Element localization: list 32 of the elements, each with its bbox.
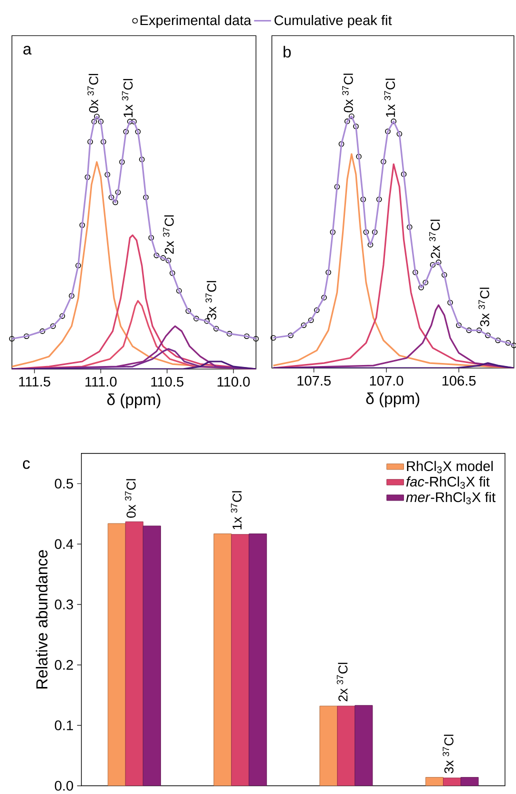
y-tick-label: 0.1 <box>54 720 73 730</box>
y-tick-label: 0.0 <box>54 780 73 791</box>
chart-title: c <box>22 460 30 469</box>
annotation: 0x $^{37}$Cl <box>342 74 353 112</box>
annotation: 0x $^{37}$Cl <box>87 74 98 113</box>
chart-title: a <box>23 46 32 55</box>
chart-title: b <box>283 46 291 58</box>
annotation: 3x $^{37}$Cl <box>478 288 490 326</box>
y-axis-title: Relative abundance <box>36 550 48 688</box>
legend-label: RhCl$_{3}$X model <box>406 460 493 474</box>
y-tick-label: 0.3 <box>54 600 73 610</box>
annotation: 1x $^{37}$Cl <box>384 78 395 117</box>
x-tick-label: 107.0 <box>370 376 404 386</box>
x-tick-label: 107.5 <box>297 376 331 386</box>
legend-label: Cumulative peak fit <box>274 14 392 28</box>
x-tick-label: 106.5 <box>442 376 476 386</box>
y-tick-label: 0.5 <box>54 478 73 489</box>
x-tick-label: 111.0 <box>85 376 116 387</box>
legend-label: mer-RhCl$_{3}$X fit <box>406 492 496 504</box>
y-tick-label: 0.2 <box>54 660 73 670</box>
x-tick-label: 110.5 <box>151 376 184 387</box>
annotation: 2x $^{37}$Cl <box>162 215 174 254</box>
x-axis-title: δ (ppm) <box>366 392 420 408</box>
x-tick-label: 110.0 <box>217 376 250 387</box>
y-tick-label: 0.4 <box>54 539 74 549</box>
annotation: 2x $^{37}$Cl <box>429 220 440 258</box>
annotation: 1x $^{37}$Cl <box>122 79 133 118</box>
annotation: 3x $^{37}$Cl <box>205 281 216 320</box>
x-axis-title: δ (ppm) <box>107 393 160 408</box>
x-tick-label: 111.5 <box>19 376 50 387</box>
legend-label: fac-RhCl$_{3}$X fit <box>406 476 490 489</box>
legend-label: Experimental data <box>140 14 252 28</box>
